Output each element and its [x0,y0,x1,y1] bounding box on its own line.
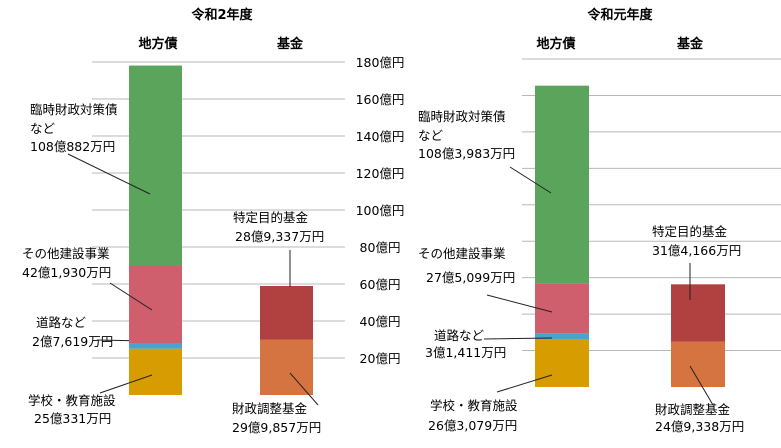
leader-line [496,374,553,393]
panel-title: 令和2年度 [191,7,253,23]
bar-segment-specific_purpose [671,284,725,342]
y-tick-label: 80億円 [360,240,401,255]
bar-segment-road [535,333,589,340]
bar-segment-other_construction [535,283,589,334]
segment-label: 道路など [36,315,87,330]
category-label: 基金 [276,36,304,52]
segment-value: 27億5,099万円 [426,270,515,285]
segment-label: 財政調整基金 [232,401,308,416]
segment-value: 31億4,166万円 [652,243,741,258]
y-tick-label: 180億円 [356,55,405,70]
segment-value: 42億1,930万円 [22,265,111,280]
segment-label: その他建設事業 [22,246,110,261]
leader-line [486,294,553,313]
y-tick-label: 100億円 [356,203,405,218]
leader-line [109,282,153,311]
y-tick-label: 40億円 [360,314,401,329]
segment-label: 学校・教育施設 [430,398,518,413]
segment-value: 29億9,857万円 [232,420,321,435]
segment-value: 26億3,079万円 [428,418,517,433]
segment-label: など [418,128,444,143]
panel-title: 令和元年度 [587,7,653,23]
leader-line [67,153,151,195]
leader-line [289,372,319,406]
y-tick-label: 140億円 [356,129,405,144]
y-tick-label: 160億円 [356,92,405,107]
segment-label: 臨時財政対策債 [30,102,118,117]
segment-value: 108億3,983万円 [418,146,515,161]
leader-line [483,337,553,340]
segment-value: 3億1,411万円 [425,345,506,360]
bar-segment-covid [129,65,182,266]
bar-segment-school [535,339,589,387]
segment-value: 24億9,338万円 [655,419,744,434]
bar-segment-road [129,343,182,349]
segment-label: その他建設事業 [418,246,506,261]
y-tick-label: 120億円 [356,166,405,181]
segment-label: 財政調整基金 [655,402,731,417]
bar-segment-other_construction [129,265,182,344]
y-tick-label: 60億円 [360,277,401,292]
segment-label: 特定目的基金 [233,210,309,225]
category-label: 地方債 [138,36,177,52]
bar-segment-school [129,348,182,395]
bar-segment-covid [535,85,589,284]
segment-label: 特定目的基金 [652,224,728,239]
segment-label: など [30,121,56,136]
segment-value: 25億331万円 [34,411,111,426]
leader-line [689,365,714,406]
category-label: 基金 [676,36,704,52]
segment-value: 28億9,337万円 [235,229,324,244]
segment-label: 臨時財政対策債 [418,109,506,124]
segment-value: 2億7,619万円 [32,334,113,349]
y-tick-label: 20億円 [360,351,401,366]
leader-line [509,166,552,194]
segment-label: 道路など [434,328,485,343]
bar-segment-specific_purpose [260,285,313,340]
leader-line [99,374,153,394]
segment-label: 学校・教育施設 [28,393,116,408]
category-label: 地方債 [536,36,575,52]
segment-value: 108億882万円 [30,139,115,154]
bar-segment-fiscal_adjustment [260,339,313,395]
